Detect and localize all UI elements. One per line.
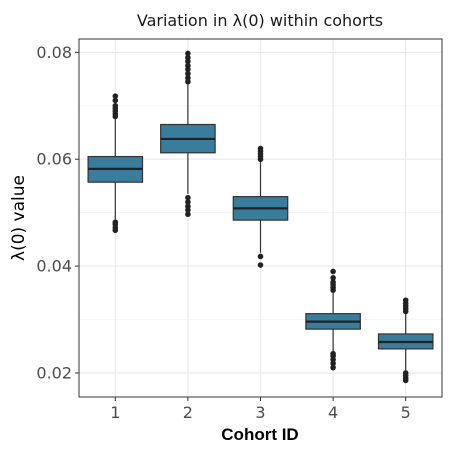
outlier-point bbox=[330, 364, 336, 371]
outlier-point bbox=[185, 50, 191, 57]
x-tick-label: 2 bbox=[183, 403, 193, 422]
outlier-point bbox=[330, 268, 336, 275]
outlier-point bbox=[112, 93, 119, 99]
outlier-point bbox=[257, 253, 264, 260]
x-tick-label: 3 bbox=[255, 403, 265, 422]
x-tick-label: 5 bbox=[401, 403, 411, 422]
outlier-point bbox=[185, 70, 191, 77]
outlier-point bbox=[112, 97, 119, 104]
chart-title: Variation in λ(0) within cohorts bbox=[137, 11, 383, 30]
outlier-point bbox=[112, 102, 119, 109]
x-tick-label: 4 bbox=[328, 403, 338, 422]
outlier-point bbox=[112, 219, 119, 226]
y-tick-label: 0.02 bbox=[36, 363, 72, 382]
box-group bbox=[87, 93, 144, 234]
box-group bbox=[377, 297, 434, 384]
box-group bbox=[232, 145, 289, 268]
box-group bbox=[305, 268, 361, 371]
axis-layer: 0.02 0.04 0.06 0.08 1 2 3 4 5 bbox=[36, 43, 410, 422]
outlier-point bbox=[257, 145, 264, 152]
outlier-point bbox=[185, 62, 191, 69]
outlier-point bbox=[402, 297, 409, 304]
outlier-point bbox=[330, 279, 336, 285]
outlier-point bbox=[185, 211, 191, 218]
outlier-point bbox=[185, 199, 191, 205]
y-tick-label: 0.08 bbox=[36, 43, 72, 62]
outlier-point bbox=[185, 54, 191, 61]
outlier-point bbox=[330, 275, 336, 281]
outlier-point bbox=[402, 370, 409, 376]
outlier-point bbox=[185, 75, 191, 81]
y-tick-label: 0.04 bbox=[36, 257, 72, 276]
outlier-point bbox=[330, 350, 336, 357]
y-tick-label: 0.06 bbox=[36, 150, 72, 169]
outlier-point bbox=[185, 203, 191, 210]
outlier-point bbox=[257, 262, 264, 268]
box-group bbox=[160, 50, 216, 218]
x-tick-label: 1 bbox=[110, 403, 120, 422]
y-axis-label: λ(0) value bbox=[9, 175, 29, 261]
outlier-point bbox=[185, 194, 191, 201]
box-layer bbox=[87, 50, 434, 384]
x-axis-label: Cohort ID bbox=[221, 425, 298, 444]
